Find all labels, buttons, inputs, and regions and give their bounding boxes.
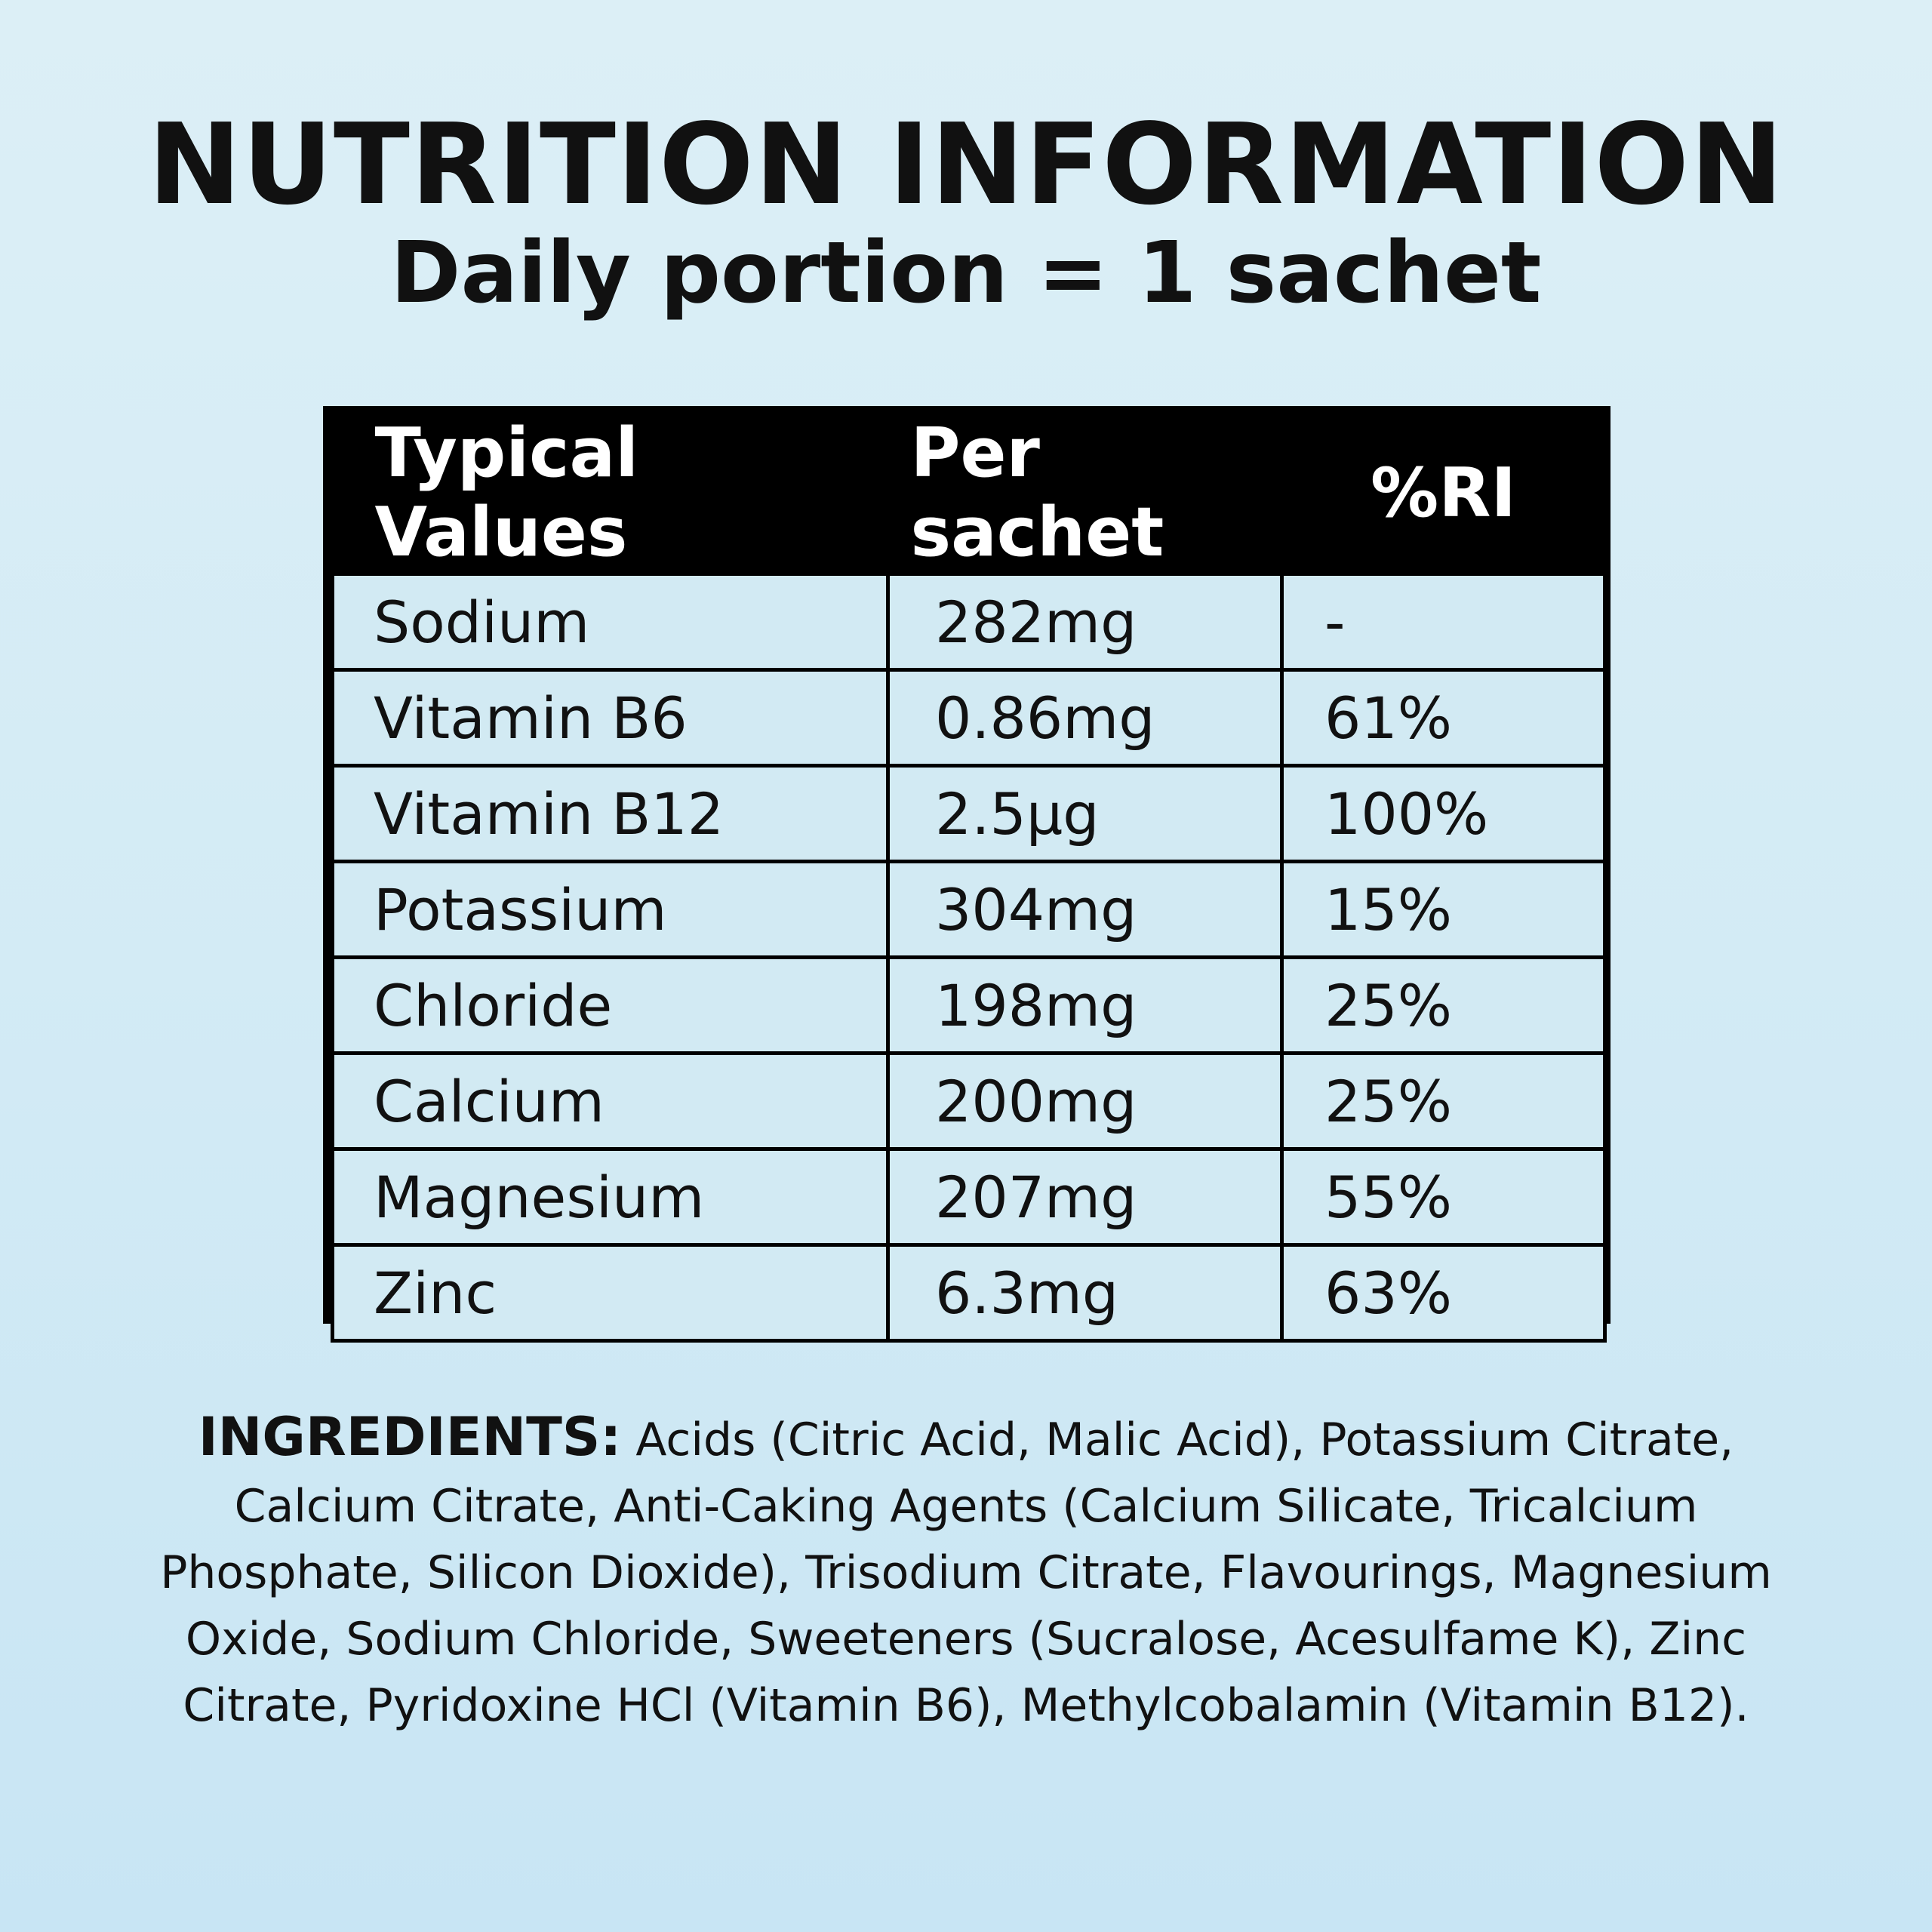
nutrient-per-sachet: 207mg [886, 1147, 1284, 1247]
page-title: NUTRITION INFORMATION [147, 100, 1785, 229]
nutrient-ri: 15% [1280, 860, 1607, 959]
nutrient-name: Vitamin B12 [331, 764, 890, 863]
ingredients-label: INGREDIENTS: [198, 1406, 622, 1468]
table-row: Potassium 304mg 15% [331, 860, 1607, 959]
nutrient-per-sachet: 198mg [886, 955, 1284, 1055]
nutrient-ri: 63% [1280, 1243, 1607, 1343]
nutrient-name: Calcium [331, 1051, 890, 1151]
nutrient-ri: - [1280, 572, 1607, 672]
nutrient-ri: 25% [1280, 1051, 1607, 1151]
nutrient-name: Potassium [331, 860, 890, 959]
table-row: Vitamin B6 0.86mg 61% [331, 668, 1607, 768]
nutrient-name: Zinc [331, 1243, 890, 1343]
nutrient-per-sachet: 282mg [886, 572, 1284, 672]
nutrient-name: Chloride [331, 955, 890, 1055]
portion-subtitle: Daily portion = 1 sachet [390, 224, 1542, 322]
nutrient-per-sachet: 6.3mg [886, 1243, 1284, 1343]
nutrient-per-sachet: 2.5μg [886, 764, 1284, 863]
ingredients-paragraph: INGREDIENTS: Acids (Citric Acid, Malic A… [158, 1404, 1774, 1739]
nutrient-ri: 61% [1280, 668, 1607, 768]
nutrition-table-grid: Typical Values Per sachet %RI Sodium 282… [331, 414, 1607, 1343]
header-per-sachet: Per sachet [888, 414, 1282, 574]
nutrient-per-sachet: 0.86mg [886, 668, 1284, 768]
nutrient-per-sachet: 304mg [886, 860, 1284, 959]
table-header-row: Typical Values Per sachet %RI [332, 414, 1605, 574]
nutrient-ri: 55% [1280, 1147, 1607, 1247]
table-row: Sodium 282mg - [331, 572, 1607, 672]
nutrition-table: Typical Values Per sachet %RI Sodium 282… [323, 406, 1611, 1343]
table-row: Calcium 200mg 25% [331, 1051, 1607, 1151]
table-row: Vitamin B12 2.5μg 100% [331, 764, 1607, 863]
nutrient-name: Magnesium [331, 1147, 890, 1247]
nutrient-per-sachet: 200mg [886, 1051, 1284, 1151]
ingredients-text: Acids (Citric Acid, Malic Acid), Potassi… [160, 1414, 1772, 1732]
header-ri: %RI [1281, 414, 1605, 574]
nutrient-ri: 25% [1280, 955, 1607, 1055]
table-row: Zinc 6.3mg 63% [331, 1243, 1607, 1343]
nutrient-name: Vitamin B6 [331, 668, 890, 768]
table-row: Magnesium 207mg 55% [331, 1147, 1607, 1247]
table-row: Chloride 198mg 25% [331, 955, 1607, 1055]
nutrient-ri: 100% [1280, 764, 1607, 863]
header-typical-values: Typical Values [332, 414, 888, 574]
nutrient-name: Sodium [331, 572, 890, 672]
